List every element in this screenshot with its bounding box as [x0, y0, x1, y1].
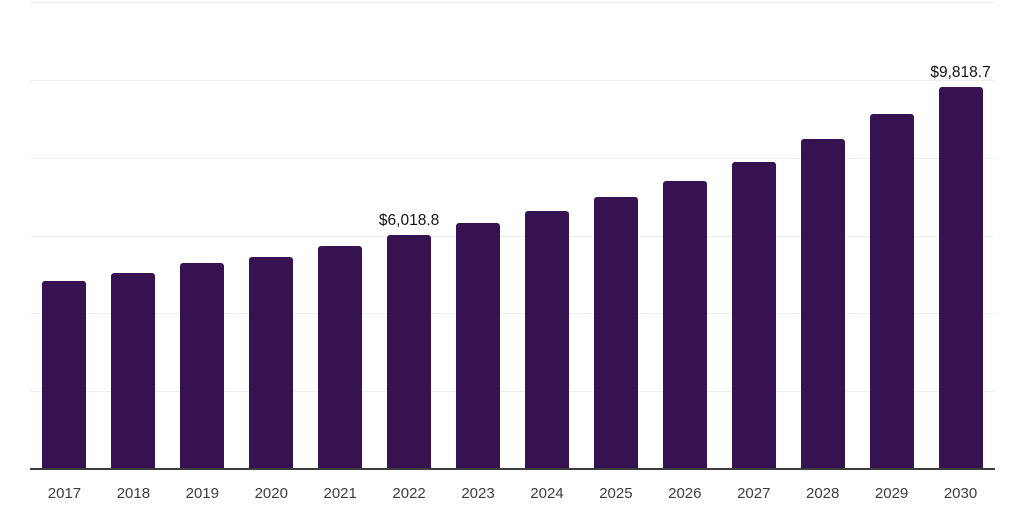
x-tick-label-2023: 2023 — [461, 485, 495, 502]
x-tick-label-2027: 2027 — [737, 485, 771, 502]
x-tick-label-2029: 2029 — [874, 485, 909, 502]
bar-2029 — [869, 114, 914, 469]
bar-2028 — [800, 138, 845, 469]
bar-2024 — [524, 210, 569, 469]
gridline-4000 — [30, 313, 995, 314]
x-tick-label-2018: 2018 — [116, 485, 151, 502]
bar-2021 — [318, 245, 363, 469]
x-tick-label-2020: 2020 — [254, 485, 288, 502]
bar-2022 — [387, 234, 432, 469]
gridline-6000 — [30, 236, 995, 237]
x-tick-label-2024: 2024 — [530, 485, 564, 502]
gridline-10000 — [30, 80, 995, 81]
x-tick-label-2022: 2022 — [392, 485, 426, 502]
value-label-2030: $9,818.7 — [930, 63, 991, 81]
bar-2017 — [42, 281, 87, 469]
bar-2025 — [593, 196, 638, 469]
x-axis-line — [30, 468, 995, 470]
bar-2023 — [456, 223, 501, 469]
gridline-8000 — [30, 158, 995, 159]
x-tick-label-2019: 2019 — [185, 485, 219, 502]
bar-2019 — [180, 262, 225, 469]
x-tick-label-2025: 2025 — [599, 485, 633, 502]
x-tick-label-2030: 2030 — [943, 485, 978, 502]
bar-2020 — [249, 257, 294, 469]
bar-2026 — [662, 180, 707, 469]
bar-2018 — [111, 273, 156, 469]
gridline-2000 — [30, 391, 995, 392]
value-label-2022: $6,018.8 — [378, 211, 440, 229]
x-tick-label-2017: 2017 — [47, 485, 82, 502]
bar-2030 — [938, 86, 983, 469]
x-tick-label-2026: 2026 — [668, 485, 702, 502]
bar-2027 — [731, 161, 776, 469]
x-tick-label-2021: 2021 — [323, 485, 357, 502]
x-tick-label-2028: 2028 — [805, 485, 840, 502]
gridline-12000 — [30, 2, 995, 3]
